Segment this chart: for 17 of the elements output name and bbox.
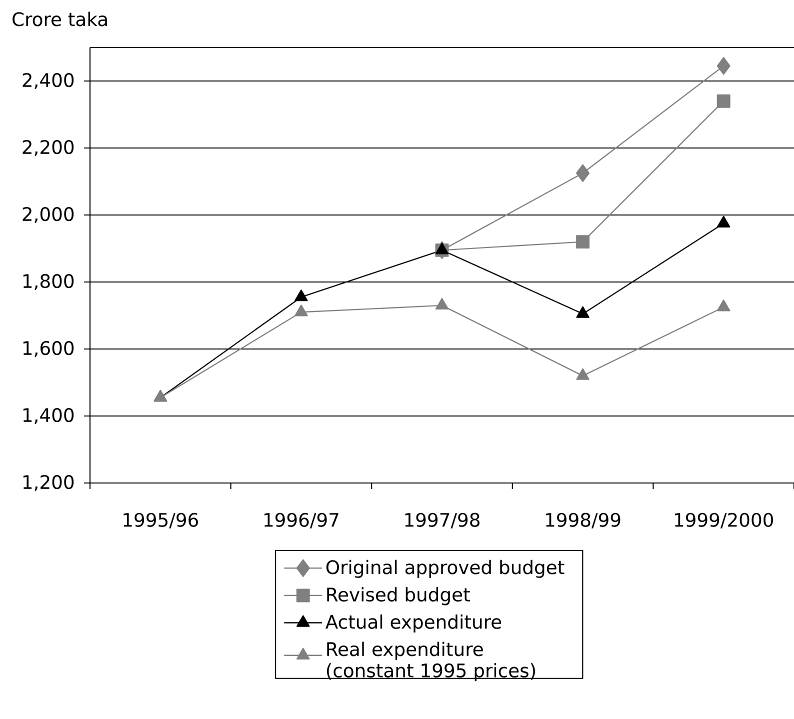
legend-label: Actual expenditure (325, 614, 502, 633)
legend-label: Real expenditure (constant 1995 prices) (326, 642, 536, 682)
x-tick-label: 1995/96 (124, 512, 198, 528)
x-tick-label: 1996/97 (264, 512, 338, 528)
y-tick-label: 1,600 (23, 340, 74, 358)
y-tick-label: 2,000 (22, 206, 74, 224)
y-tick-label: 1,200 (23, 474, 74, 492)
y-tick-label: 1,400 (23, 408, 74, 424)
legend-label: Original approved budget (326, 560, 564, 578)
x-tick-label: 1997/98 (405, 512, 480, 528)
x-tick-label: 1998/99 (546, 512, 620, 528)
y-tick-label: 2,400 (22, 72, 74, 90)
x-tick-label: 1999/2000 (675, 512, 773, 528)
y-tick-label: 1,800 (23, 274, 74, 290)
legend-label: Revised budget (327, 587, 470, 606)
y-axis-title: Crore taka (12, 12, 107, 26)
y-tick-label: 2,200 (22, 140, 74, 156)
